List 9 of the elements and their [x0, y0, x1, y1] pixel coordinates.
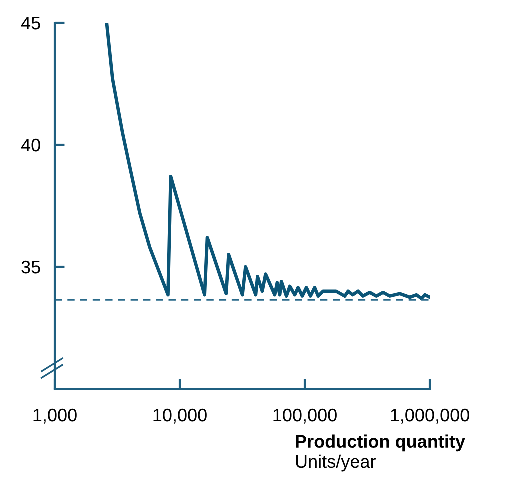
- x-tick-label: 1,000,000: [391, 408, 470, 424]
- x-tick-label: 10,000: [154, 408, 207, 424]
- y-tick-label: 45: [21, 17, 40, 30]
- x-tick-label: 1,000: [34, 408, 77, 424]
- y-tick-label: 35: [22, 260, 40, 274]
- text: Units/year: [296, 454, 376, 472]
- x-tick-label: 100,000: [274, 408, 337, 424]
- y-tick-label: 40: [21, 138, 40, 152]
- x-axis-title: Production quantity: [296, 434, 466, 452]
